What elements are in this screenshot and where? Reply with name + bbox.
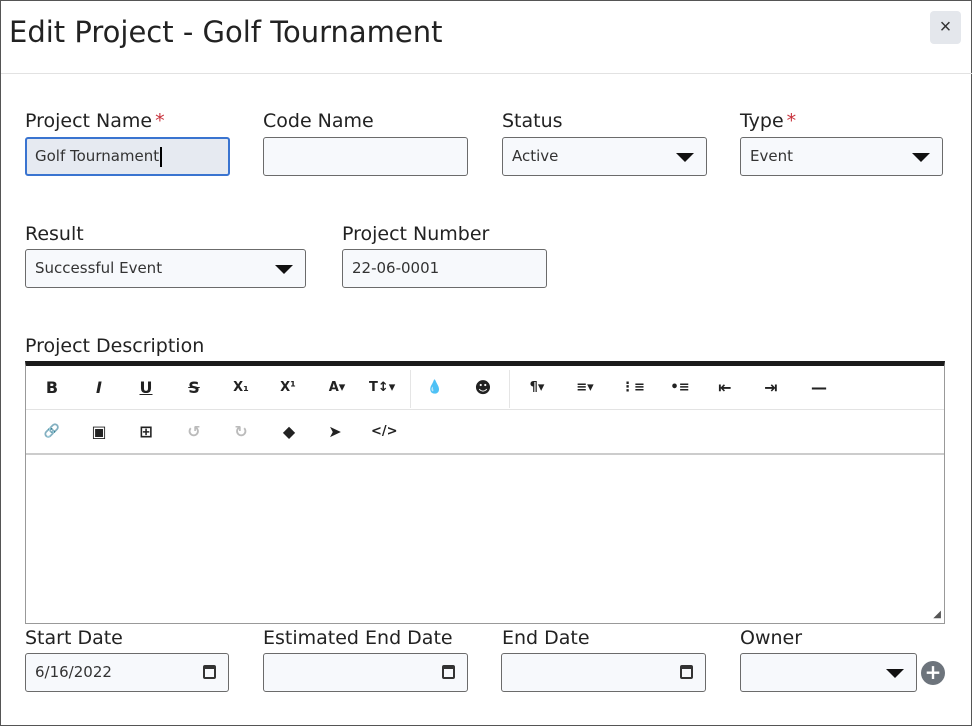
type-select[interactable]: Event	[740, 137, 943, 176]
outdent-icon[interactable]: ⇤	[718, 378, 732, 397]
header-divider	[1, 73, 972, 74]
redo-icon[interactable]: ↻	[234, 422, 248, 441]
bold-icon[interactable]: B	[45, 378, 59, 397]
calendar-icon[interactable]	[680, 665, 693, 679]
owner-select[interactable]	[740, 653, 917, 692]
code-name-input[interactable]	[263, 137, 468, 176]
project-name-input[interactable]: Golf Tournament	[25, 137, 230, 176]
font-color-icon[interactable]: A▾	[328, 380, 346, 395]
project-description-label: Project Description	[25, 335, 205, 357]
dialog-title: Edit Project - Golf Tournament	[9, 15, 443, 49]
color-drop-icon[interactable]: 💧	[426, 380, 444, 395]
emoji-icon[interactable]: ☻	[474, 378, 492, 397]
start-date-label: Start Date	[25, 627, 123, 649]
project-number-input[interactable]: 22-06-0001	[342, 249, 547, 288]
estimated-end-date-label: Estimated End Date	[263, 627, 453, 649]
estimated-end-date-input[interactable]	[263, 653, 468, 692]
editor-toolbar-row-2: 🔗 ▣ ⊞ ↺ ↻ ◆ ➤ </>	[26, 410, 944, 455]
end-date-input[interactable]	[501, 653, 706, 692]
status-select[interactable]: Active	[502, 137, 707, 176]
calendar-icon[interactable]	[442, 665, 455, 679]
unordered-list-icon[interactable]: •≡	[670, 380, 690, 395]
type-label: Type *	[740, 110, 797, 132]
chevron-down-icon	[886, 669, 904, 678]
description-editor: B I U S X₁ X¹ A▾ T↕▾ 💧 ☻ ¶▾ ≡▾ ⋮≡ •≡ ⇤ ⇥ — 🔗 ▣ ⊞ ↺ ↻ ◆ ➤ </> ◢	[25, 361, 945, 624]
code-name-label: Code Name	[263, 110, 374, 132]
image-icon[interactable]: ▣	[91, 422, 107, 441]
table-icon[interactable]: ⊞	[139, 422, 153, 441]
start-date-input[interactable]: 6/16/2022	[25, 653, 229, 692]
result-label: Result	[25, 223, 84, 245]
select-pointer-icon[interactable]: ➤	[328, 422, 342, 441]
calendar-icon[interactable]	[203, 665, 216, 679]
link-icon[interactable]: 🔗	[43, 424, 61, 439]
undo-icon[interactable]: ↺	[187, 422, 201, 441]
chevron-down-icon	[912, 153, 930, 162]
result-select[interactable]: Successful Event	[25, 249, 306, 288]
eraser-icon[interactable]: ◆	[282, 422, 296, 441]
ordered-list-icon[interactable]: ⋮≡	[621, 380, 645, 395]
project-name-label: Project Name *	[25, 110, 165, 132]
underline-icon[interactable]: U	[139, 378, 153, 397]
superscript-icon[interactable]: X¹	[280, 380, 296, 395]
editor-toolbar-row-1: B I U S X₁ X¹ A▾ T↕▾ 💧 ☻ ¶▾ ≡▾ ⋮≡ •≡ ⇤ ⇥ —	[26, 366, 944, 410]
italic-icon[interactable]: I	[96, 378, 102, 397]
end-date-label: End Date	[502, 627, 590, 649]
font-size-icon[interactable]: T↕▾	[369, 380, 396, 395]
subscript-icon[interactable]: X₁	[233, 380, 249, 395]
editor-content-area[interactable]	[26, 456, 944, 623]
project-number-label: Project Number	[342, 223, 490, 245]
horizontal-rule-icon[interactable]: —	[811, 378, 827, 397]
align-icon[interactable]: ≡▾	[576, 380, 594, 395]
status-label: Status	[502, 110, 563, 132]
paragraph-icon[interactable]: ¶▾	[529, 380, 545, 395]
chevron-down-icon	[275, 265, 293, 274]
add-owner-button[interactable]: +	[921, 661, 945, 685]
code-view-icon[interactable]: </>	[371, 424, 398, 439]
chevron-down-icon	[676, 153, 694, 162]
strikethrough-icon[interactable]: S	[188, 378, 200, 397]
indent-icon[interactable]: ⇥	[764, 378, 778, 397]
close-button[interactable]: ×	[930, 11, 961, 44]
owner-label: Owner	[740, 627, 803, 649]
resize-handle-icon[interactable]: ◢	[933, 609, 941, 620]
